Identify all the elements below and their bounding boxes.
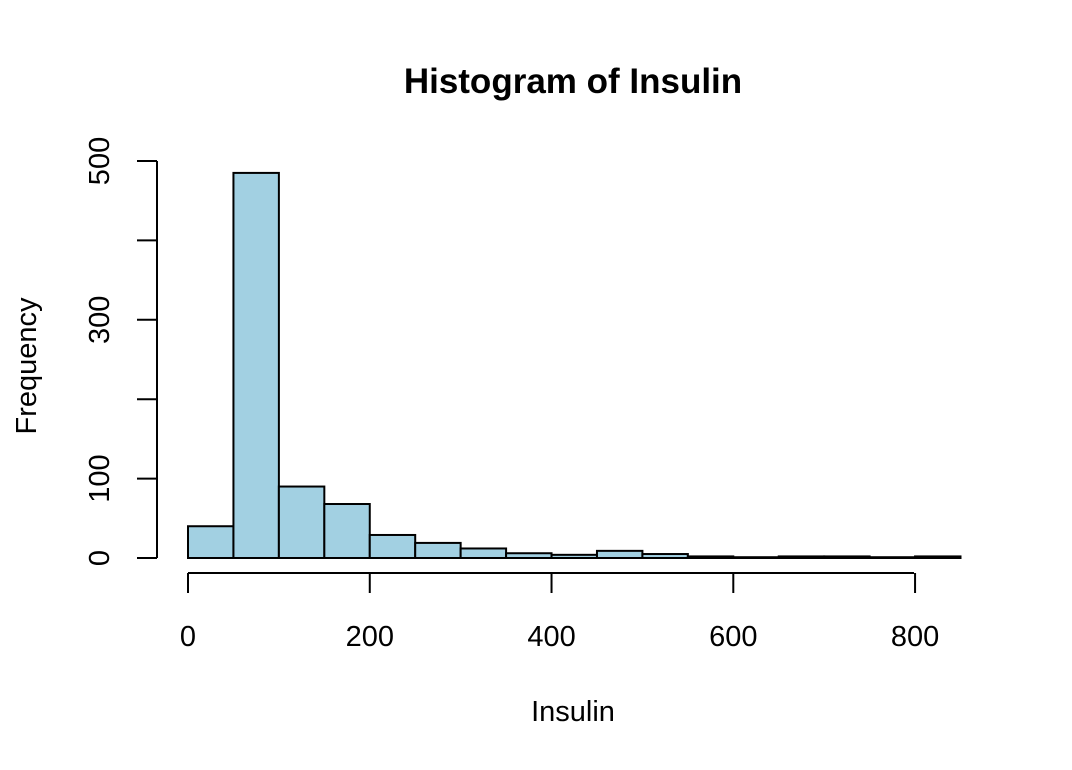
x-tick-label: 400 [527,621,575,653]
y-axis-label: Frequency [11,297,43,435]
histogram-bar [550,553,598,559]
histogram-bar [914,555,962,559]
y-tick-label: 0 [84,550,116,566]
histogram-bar [686,555,735,559]
x-tick-label: 800 [891,621,939,653]
histogram-bar [868,556,917,559]
bars-layer [187,171,962,560]
y-tick-label: 500 [84,137,116,185]
histogram-bar [277,485,326,560]
y-tick-label: 300 [84,296,116,344]
x-tick-label: 600 [709,621,757,653]
histogram-bar [777,555,826,559]
histogram-bar [232,171,280,559]
y-tick-label: 100 [84,454,116,502]
histogram-bar [641,553,689,560]
histogram-bar [732,556,780,559]
histogram-bar [505,552,553,560]
histogram-bar [414,541,462,560]
x-axis-label: Insulin [531,696,615,728]
histogram-bar [595,549,644,560]
histogram-bar [368,533,417,559]
x-tick-label: 200 [346,621,394,653]
x-tick-label: 0 [180,621,196,653]
x-axis: 0 200 400 600 800 [180,572,939,653]
histogram-bar [323,503,371,559]
histogram-bar [187,525,235,559]
chart-title: Histogram of Insulin [404,62,742,101]
y-axis: 0 100 300 500 [84,137,158,566]
histogram-bar [823,555,871,559]
histogram-bar [459,547,508,559]
